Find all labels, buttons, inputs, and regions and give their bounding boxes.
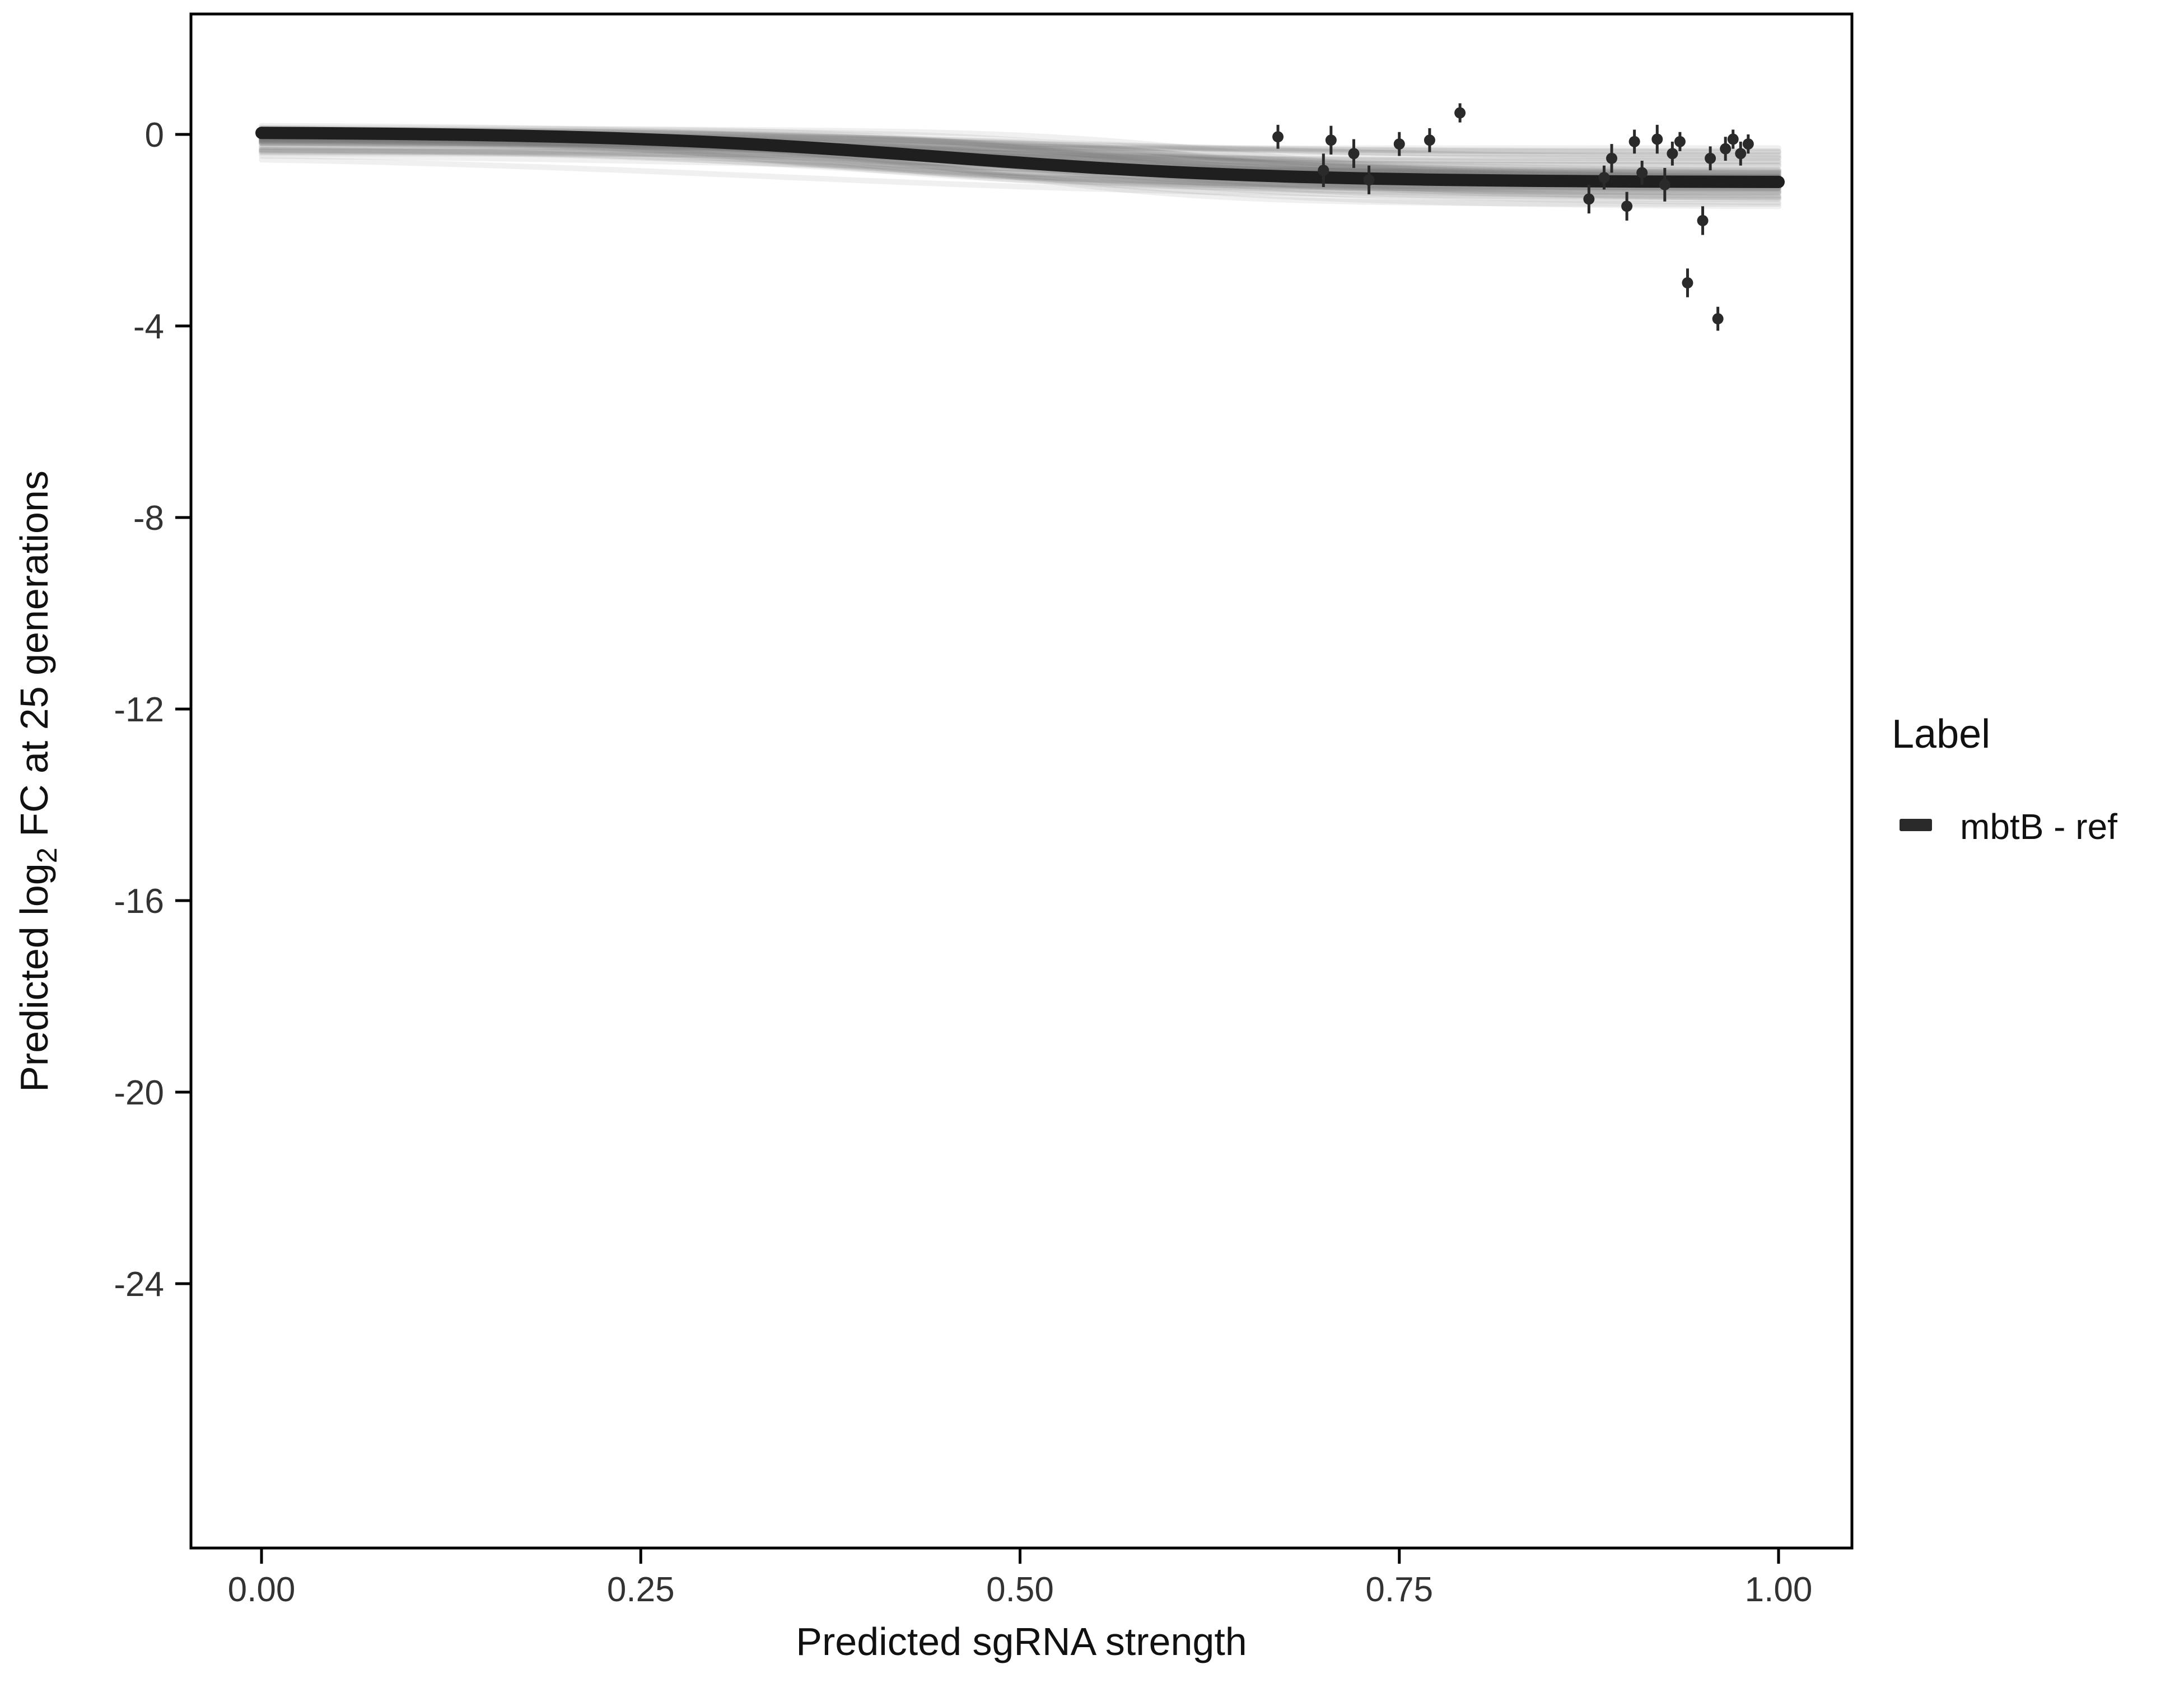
data-point	[1598, 171, 1610, 183]
data-point	[1727, 133, 1739, 145]
posterior-draw-line	[259, 147, 1781, 200]
legend-entry-label: mbtB - ref	[1960, 806, 2117, 847]
posterior-draw-line	[259, 151, 1781, 166]
data-point	[1720, 143, 1732, 155]
data-point	[1742, 138, 1754, 150]
data-point	[1621, 201, 1633, 212]
data-point	[1583, 193, 1595, 205]
data-points	[1272, 103, 1754, 331]
x-tick-label: 1.00	[1745, 1570, 1813, 1609]
data-point	[1454, 107, 1466, 119]
x-tick-label: 0.25	[607, 1570, 675, 1609]
data-point	[1424, 134, 1435, 146]
posterior-draw-line	[259, 149, 1781, 206]
y-tick-label: -16	[114, 882, 164, 921]
data-point	[1363, 174, 1375, 186]
posterior-draw-line	[259, 123, 1781, 164]
x-axis: 0.00 0.25 0.50 0.75 1.00	[228, 1548, 1813, 1609]
x-tick-label: 0.50	[986, 1570, 1054, 1609]
data-point	[1674, 136, 1686, 147]
data-point	[1606, 152, 1618, 164]
posterior-draw-line	[259, 139, 1781, 198]
y-axis: 0 -4 -8 -12 -16 -20 -24	[114, 116, 191, 1304]
legend-title: Label	[1892, 712, 1990, 757]
fit-curve-mbtb-ref	[255, 127, 1785, 188]
y-tick-label: -24	[114, 1265, 164, 1304]
fit-line	[255, 127, 1785, 188]
data-point	[1318, 165, 1329, 176]
data-point	[1628, 136, 1640, 147]
data-point	[1705, 152, 1716, 164]
y-tick-label: -4	[133, 307, 164, 346]
posterior-draw-line	[259, 144, 1781, 173]
legend: Label mbtB - ref	[1892, 712, 2117, 847]
posterior-draw-line	[259, 138, 1781, 207]
x-tick-label: 0.75	[1365, 1570, 1433, 1609]
data-point	[1272, 131, 1284, 143]
posterior-draw-line	[259, 157, 1781, 201]
y-tick-label: -12	[114, 691, 164, 729]
data-point	[1393, 138, 1405, 150]
legend-key-mbtb-ref	[1900, 819, 1932, 831]
data-point	[1682, 277, 1693, 289]
posterior-draw-line	[259, 139, 1781, 158]
data-point	[1659, 179, 1670, 190]
y-axis-title: Predicted log2 FC at 25 generations	[12, 470, 63, 1092]
data-point	[1667, 148, 1678, 160]
data-point	[1348, 148, 1360, 160]
y-tick-label: 0	[145, 116, 164, 155]
posterior-draw-line	[259, 145, 1781, 155]
y-tick-label: -20	[114, 1074, 164, 1112]
y-tick-label: -8	[133, 499, 164, 538]
data-point	[1712, 313, 1724, 325]
data-point	[1325, 134, 1337, 146]
posterior-draw-line	[259, 137, 1781, 196]
data-point	[1735, 148, 1747, 160]
data-point	[1697, 215, 1709, 226]
posterior-draw-line	[259, 126, 1781, 180]
data-point	[1651, 133, 1663, 145]
x-axis-title: Predicted sgRNA strength	[796, 1620, 1247, 1663]
data-point	[1636, 167, 1648, 179]
posterior-draw-line	[259, 147, 1781, 191]
x-tick-label: 0.00	[228, 1570, 296, 1609]
panel-background	[191, 14, 1852, 1548]
